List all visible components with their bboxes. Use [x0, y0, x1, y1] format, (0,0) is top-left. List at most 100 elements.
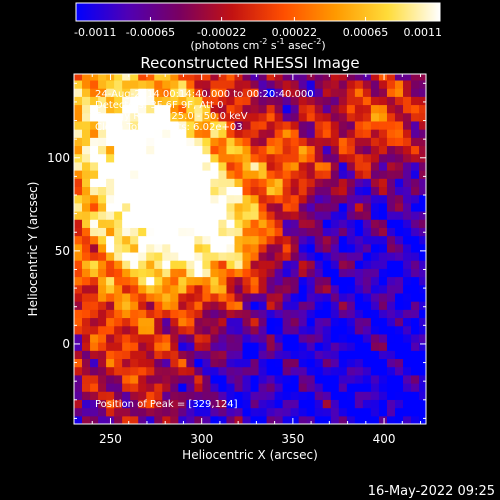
- heatmap-cell: [122, 268, 131, 278]
- heatmap-cell: [178, 88, 187, 97]
- heatmap-cell: [298, 317, 308, 327]
- heatmap-cell: [106, 96, 115, 106]
- heatmap-cell: [122, 333, 131, 343]
- heatmap-cell: [218, 268, 228, 278]
- heatmap-cell: [394, 120, 404, 130]
- heatmap-cell: [290, 74, 300, 81]
- heatmap-cell: [218, 145, 228, 155]
- heatmap-cell: [234, 145, 244, 155]
- heatmap-cell: [314, 161, 324, 171]
- heatmap-cell: [186, 383, 195, 392]
- heatmap-cell: [386, 358, 396, 368]
- heatmap-cell: [146, 374, 155, 384]
- heatmap-cell: [154, 350, 163, 360]
- heatmap-cell: [186, 137, 195, 147]
- heatmap-cell: [194, 383, 203, 392]
- heatmap-cell: [282, 145, 292, 155]
- heatmap-cell: [378, 104, 388, 114]
- heatmap-cell: [146, 88, 155, 97]
- heatmap-cell: [370, 301, 380, 310]
- heatmap-cell: [338, 186, 348, 196]
- heatmap-cell: [258, 415, 268, 424]
- heatmap-cell: [258, 309, 268, 319]
- heatmap-cell: [314, 407, 324, 417]
- heatmap-cell: [330, 374, 340, 384]
- heatmap-cell: [346, 74, 356, 81]
- heatmap-cell: [411, 194, 420, 204]
- heatmap-cell: [266, 219, 276, 228]
- heatmap-cell: [386, 317, 396, 327]
- heatmap-cell: [378, 317, 388, 327]
- heatmap-cell: [370, 96, 380, 106]
- heatmap-cell: [234, 243, 244, 253]
- heatmap-cell: [394, 383, 404, 392]
- heatmap-cell: [82, 145, 91, 155]
- heatmap-cell: [411, 366, 420, 376]
- heatmap-cell: [354, 292, 364, 302]
- heatmap-cell: [346, 399, 356, 409]
- heatmap-cell: [114, 358, 123, 368]
- heatmap-cell: [322, 284, 332, 294]
- heatmap-cell: [370, 137, 380, 147]
- heatmap-cell: [234, 284, 244, 294]
- heatmap-cell: [330, 407, 340, 417]
- heatmap-cell: [370, 170, 380, 179]
- heatmap-cell: [202, 342, 211, 351]
- heatmap-cell: [306, 161, 316, 171]
- heatmap-cell: [282, 391, 292, 400]
- heatmap-cell: [250, 194, 260, 204]
- heatmap-cell: [394, 202, 404, 212]
- heatmap-cell: [298, 342, 308, 351]
- heatmap-cell: [386, 194, 396, 204]
- heatmap-cell: [106, 137, 115, 147]
- heatmap-cell: [226, 292, 236, 302]
- heatmap-cell: [234, 137, 244, 147]
- heatmap-cell: [122, 292, 131, 302]
- heatmap-cell: [90, 350, 99, 360]
- heatmap-cell: [90, 284, 99, 294]
- heatmap-cell: [298, 301, 308, 310]
- heatmap-cell: [210, 399, 220, 409]
- heatmap-cell: [306, 399, 316, 409]
- heatmap-cell: [403, 260, 412, 269]
- heatmap-cell: [354, 251, 364, 261]
- heatmap-cell: [378, 202, 388, 212]
- heatmap-cell: [226, 333, 236, 343]
- heatmap-cell: [170, 342, 179, 351]
- heatmap-cell: [114, 235, 123, 245]
- heatmap-cell: [403, 211, 412, 220]
- heatmap-cell: [322, 333, 332, 343]
- heatmap-cell: [354, 268, 364, 278]
- heatmap-cell: [394, 235, 404, 245]
- heatmap-cell: [298, 350, 308, 360]
- heatmap-cell: [419, 170, 426, 179]
- heatmap-cell: [122, 137, 131, 147]
- heatmap-cell: [82, 161, 91, 171]
- heatmap-cell: [114, 153, 123, 163]
- heatmap-cell: [210, 161, 220, 171]
- heatmap-cell: [234, 96, 244, 106]
- heatmap-cell: [298, 309, 308, 319]
- heatmap-cell: [419, 407, 426, 417]
- heatmap-cell: [122, 309, 131, 319]
- heatmap-cell: [82, 227, 91, 237]
- heatmap-cell: [194, 178, 203, 187]
- heatmap-cell: [90, 88, 99, 97]
- heatmap-cell: [154, 120, 163, 130]
- heatmap-cell: [258, 170, 268, 179]
- heatmap-cell: [138, 194, 147, 204]
- heatmap-cell: [266, 309, 276, 319]
- heatmap-cell: [411, 243, 420, 253]
- heatmap-cell: [298, 145, 308, 155]
- heatmap-cell: [202, 186, 211, 196]
- heatmap-cell: [411, 170, 420, 179]
- heatmap-cell: [346, 170, 356, 179]
- heatmap-cell: [403, 129, 412, 138]
- heatmap-cell: [290, 211, 300, 220]
- heatmap-cell: [250, 161, 260, 171]
- heatmap-cell: [354, 88, 364, 97]
- heatmap-cell: [162, 268, 171, 278]
- heatmap-cell: [314, 251, 324, 261]
- heatmap-cell: [90, 407, 99, 417]
- heatmap-cell: [226, 219, 236, 228]
